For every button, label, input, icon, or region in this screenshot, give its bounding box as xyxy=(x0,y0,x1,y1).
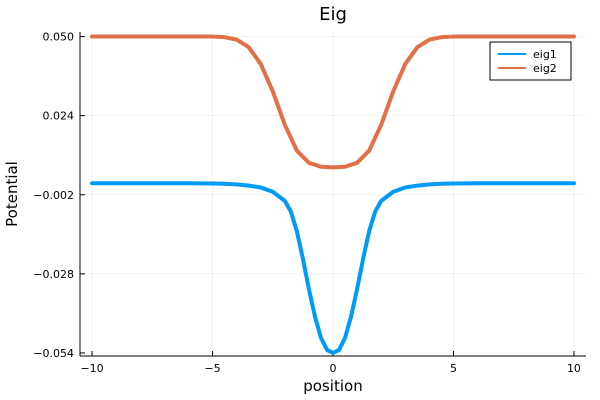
legend-box xyxy=(489,41,572,81)
series xyxy=(90,34,576,355)
chart-title: Eig xyxy=(319,4,347,25)
x-tick-label: 5 xyxy=(450,362,457,375)
y-tick-label: −0.028 xyxy=(33,268,74,281)
x-tick-label: 0 xyxy=(330,362,337,375)
x-tick-label: −5 xyxy=(204,362,220,375)
y-tick-label: 0.024 xyxy=(43,110,75,123)
legend-label-eig2: eig2 xyxy=(533,62,557,75)
x-axis-label: position xyxy=(303,377,362,395)
series-line-eig2 xyxy=(90,34,576,170)
ticks: −10 −5 0 5 10 −0.054 −0.028 −0.002 0.024 0.050 xyxy=(33,31,581,375)
y-tick-label: −0.054 xyxy=(33,347,74,360)
series-line-eig1 xyxy=(90,181,576,355)
legend-label-eig1: eig1 xyxy=(533,48,557,61)
grid xyxy=(80,32,586,356)
y-tick-label: 0.050 xyxy=(43,31,75,44)
y-tick-label: −0.002 xyxy=(33,189,74,202)
y-axis-label: Potential xyxy=(3,161,21,227)
legend: eig1 eig2 xyxy=(489,41,572,81)
x-tick-label: −10 xyxy=(80,362,103,375)
x-tick-label: 10 xyxy=(567,362,581,375)
